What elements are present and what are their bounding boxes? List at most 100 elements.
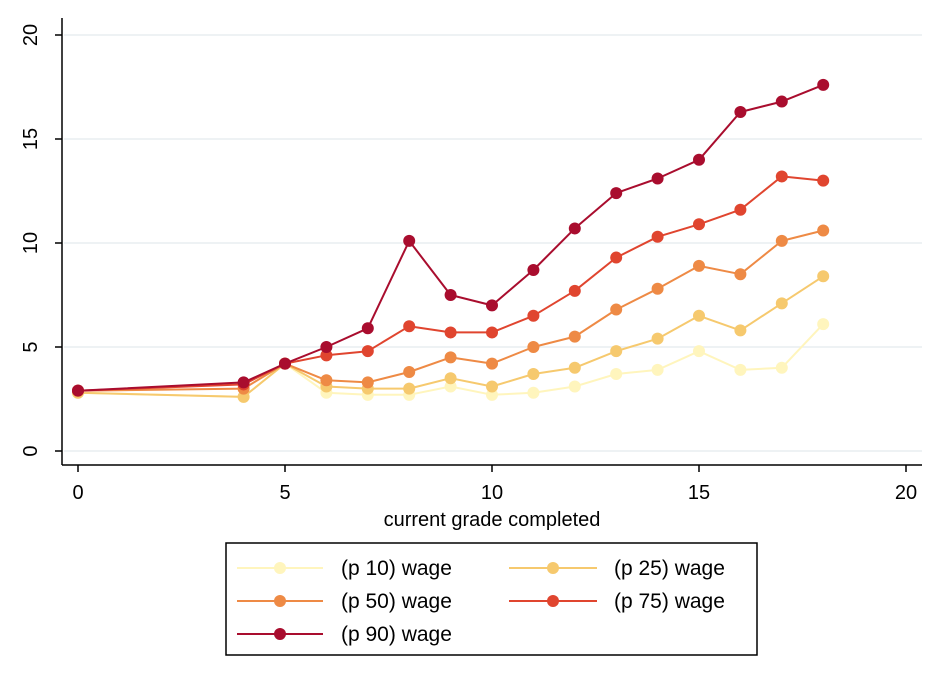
data-point <box>279 357 291 370</box>
data-point <box>651 363 664 376</box>
legend-swatch-marker <box>274 628 286 640</box>
data-point <box>610 345 623 358</box>
data-point <box>361 345 374 358</box>
series-line <box>77 323 824 398</box>
data-point <box>320 349 333 362</box>
legend-swatch-marker <box>547 595 559 607</box>
data-point <box>320 341 333 353</box>
data-point <box>403 320 416 333</box>
legend-item: (p 25) wage <box>509 557 725 580</box>
data-point <box>527 341 540 353</box>
series-line <box>77 229 824 392</box>
legend-item: (p 50) wage <box>237 590 452 613</box>
series-5 <box>72 78 830 397</box>
data-point <box>651 230 664 243</box>
data-point <box>486 380 498 393</box>
data-point <box>568 284 581 297</box>
x-tick-label: 20 <box>895 482 917 504</box>
data-point <box>610 187 623 200</box>
y-tick-label: 10 <box>20 232 42 254</box>
y-tick-label: 5 <box>20 341 42 352</box>
series-line <box>77 275 824 398</box>
data-point <box>775 170 788 183</box>
data-point <box>444 289 457 301</box>
x-tick-label: 5 <box>279 482 290 504</box>
data-point <box>527 264 540 277</box>
data-point <box>775 234 788 247</box>
data-point <box>775 361 788 374</box>
x-tick-label: 15 <box>688 482 710 504</box>
data-point <box>817 270 830 283</box>
data-point <box>693 309 705 322</box>
data-point <box>693 153 705 166</box>
data-point <box>651 332 664 345</box>
data-point <box>361 322 374 335</box>
data-point <box>237 376 250 389</box>
legend-item: (p 90) wage <box>237 623 452 646</box>
data-point <box>527 368 540 381</box>
legend: (p 10) wage (p 25) wage (p 50) wage (p 75) … <box>225 542 758 656</box>
data-point <box>527 309 540 322</box>
data-point <box>444 326 457 339</box>
data-point <box>361 376 374 389</box>
legend-box <box>225 542 758 656</box>
data-point <box>568 380 581 393</box>
axes: 0 5 10 15 20 0 5 10 15 20 <box>20 18 922 504</box>
data-point <box>734 105 747 118</box>
data-point <box>486 299 498 312</box>
data-point <box>486 357 498 370</box>
legend-label: (p 90) wage <box>341 623 452 646</box>
data-point <box>734 363 747 376</box>
x-axis-title: current grade completed <box>384 509 601 531</box>
data-point <box>486 326 498 339</box>
data-point <box>568 222 581 235</box>
y-tick-label: 15 <box>20 128 42 150</box>
data-point <box>568 361 581 374</box>
legend-item: (p 10) wage <box>237 557 452 580</box>
data-point <box>734 203 747 216</box>
data-point <box>610 303 623 316</box>
x-tick-label: 10 <box>481 482 503 504</box>
data-point <box>568 330 581 343</box>
data-point <box>486 388 498 401</box>
y-tick-label: 20 <box>20 24 42 46</box>
data-point <box>817 318 830 331</box>
data-point <box>72 384 84 397</box>
data-point <box>320 374 333 387</box>
data-point <box>817 174 830 187</box>
data-point <box>817 224 830 237</box>
data-point <box>734 268 747 281</box>
legend-label: (p 75) wage <box>614 590 725 613</box>
x-tick-label: 0 <box>72 482 83 504</box>
series-line <box>77 83 824 392</box>
data-point <box>734 324 747 337</box>
data-point <box>610 251 623 264</box>
legend-label: (p 10) wage <box>341 557 452 580</box>
legend-label: (p 25) wage <box>614 557 725 580</box>
data-point <box>237 390 250 403</box>
data-point <box>693 345 705 358</box>
legend-swatch-marker <box>274 562 286 574</box>
data-point <box>693 259 705 272</box>
legend-swatch-marker <box>274 595 286 607</box>
series-line <box>77 175 824 392</box>
data-point <box>693 218 705 231</box>
legend-swatch-marker <box>547 562 559 574</box>
legend-label: (p 50) wage <box>341 590 452 613</box>
data-point <box>610 368 623 381</box>
series-group <box>72 78 830 403</box>
data-point <box>775 297 788 310</box>
data-point <box>651 282 664 295</box>
data-point <box>527 386 540 399</box>
data-point <box>651 172 664 185</box>
data-point <box>444 372 457 385</box>
data-point <box>444 351 457 364</box>
data-point <box>403 382 416 395</box>
legend-item: (p 75) wage <box>509 590 725 613</box>
y-tick-label: 0 <box>20 445 42 456</box>
data-point <box>817 78 830 91</box>
data-point <box>403 365 416 378</box>
data-point <box>775 95 788 108</box>
data-point <box>444 380 457 393</box>
